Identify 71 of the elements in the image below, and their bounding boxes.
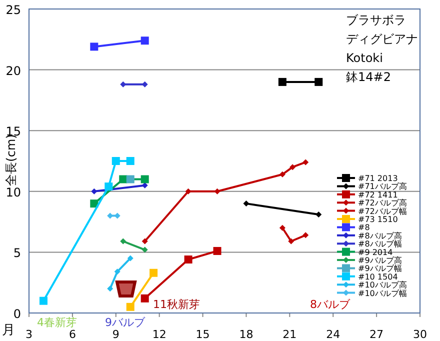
- point: [302, 159, 309, 166]
- point: [119, 175, 128, 184]
- x-tick-label: 30: [413, 328, 427, 341]
- text: 4春新芽: [37, 316, 77, 329]
- point: [184, 255, 192, 264]
- legend-label: #73 1510: [358, 215, 398, 224]
- point: [90, 42, 98, 51]
- point: [140, 175, 149, 184]
- point: [127, 255, 134, 262]
- x-tick-label: 9: [112, 328, 120, 341]
- legend-label: #71 2013: [358, 174, 398, 183]
- legend-label: #72バルブ幅: [358, 206, 407, 216]
- y-tick-label: 10: [6, 185, 21, 200]
- legend-label: #9バルブ高: [358, 256, 402, 265]
- x-tick-label: 12: [152, 328, 166, 341]
- point: [114, 268, 120, 275]
- x-tick-label: 6: [68, 328, 76, 341]
- x-tick-label: 15: [196, 328, 210, 341]
- point: [126, 175, 134, 184]
- annotation: 11秋新芽: [153, 298, 200, 311]
- x-tick-label: 3: [26, 328, 32, 341]
- point: [39, 296, 48, 305]
- point: [213, 246, 222, 255]
- x-tick-label: 18: [239, 328, 254, 341]
- x-axis-title: 月: [2, 323, 15, 338]
- annotation: 8バルブ: [310, 298, 351, 311]
- legend-label: #72 1411: [358, 190, 398, 200]
- point: [120, 238, 126, 244]
- text: 9バルブ: [105, 316, 146, 329]
- legend-label: #10バルブ高: [358, 280, 407, 290]
- legend-label: #8バルブ高: [358, 231, 402, 240]
- legend-label: #8: [358, 223, 370, 232]
- point: [279, 224, 286, 231]
- x-tick-label: 24: [326, 328, 340, 341]
- point: [107, 286, 114, 292]
- x-tick-label: 27: [370, 328, 384, 341]
- legend-label: #71バルブ高: [358, 182, 407, 192]
- y-tick-label: 0: [13, 307, 21, 321]
- point: [150, 268, 158, 277]
- point: [112, 157, 120, 165]
- point: [140, 36, 149, 45]
- point: [243, 200, 250, 207]
- point: [140, 294, 149, 302]
- point: [279, 171, 286, 178]
- point: [316, 212, 322, 218]
- point: [290, 164, 296, 170]
- legend-label: #72バルブ高: [358, 198, 407, 208]
- y-tick-label: 25: [6, 3, 21, 17]
- point: [314, 78, 323, 86]
- legend-label: #9 2014: [358, 248, 393, 257]
- legend-label: #9バルブ幅: [358, 264, 402, 274]
- annotation: Kotoki: [346, 51, 383, 65]
- point: [142, 246, 148, 253]
- point: [288, 238, 294, 244]
- legend-label: #10バルブ幅: [358, 288, 407, 298]
- point: [142, 238, 148, 244]
- y-tick-label: 20: [6, 64, 21, 78]
- point: [104, 182, 113, 191]
- annotation: 鉢14#2: [346, 70, 391, 84]
- legend-label: #10 1504: [358, 272, 398, 282]
- y-axis-title: 全長(cm): [4, 134, 18, 186]
- y-tick-label: 5: [13, 246, 21, 260]
- point: [90, 200, 98, 208]
- point: [278, 78, 286, 86]
- legend-label: #8バルブ幅: [358, 240, 402, 249]
- point: [302, 232, 309, 238]
- point: [126, 157, 134, 165]
- chart-title: ブラサボラ: [346, 13, 406, 27]
- x-tick-label: 21: [282, 328, 297, 341]
- point: [126, 302, 134, 311]
- text: ディグビアナ: [346, 32, 418, 46]
